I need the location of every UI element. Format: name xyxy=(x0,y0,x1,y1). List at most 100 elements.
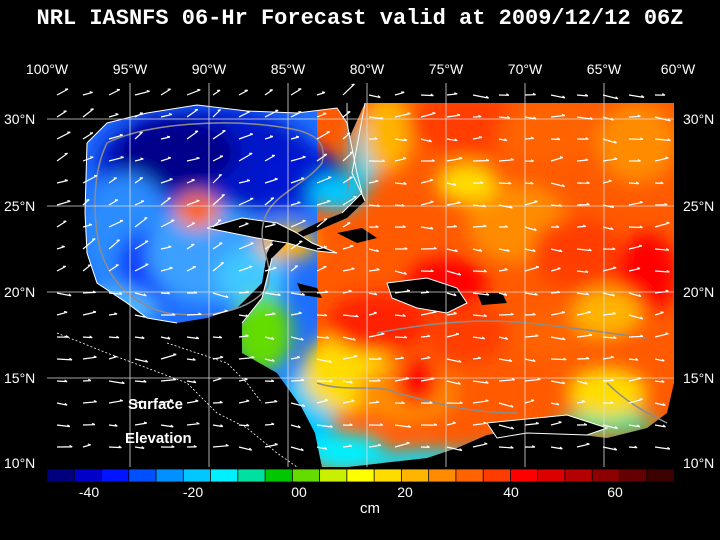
current-vector-head xyxy=(485,399,489,402)
current-vector xyxy=(134,401,145,404)
current-vector-head xyxy=(271,379,275,382)
current-vector xyxy=(316,112,327,118)
current-vector-head xyxy=(535,334,539,337)
current-vector-head xyxy=(246,179,250,182)
current-vector xyxy=(212,89,221,96)
current-vector-head xyxy=(510,158,514,161)
current-vector xyxy=(238,424,250,427)
current-vector xyxy=(212,109,222,118)
current-vector-head xyxy=(510,445,514,449)
current-vector xyxy=(212,336,222,339)
current-vector xyxy=(472,94,489,99)
current-vector-head xyxy=(329,424,333,428)
current-vector xyxy=(108,239,120,250)
lat-label-left: 15°N xyxy=(4,370,36,386)
current-vector-head xyxy=(479,248,483,252)
current-vector xyxy=(238,446,252,451)
current-vector xyxy=(134,336,145,339)
current-vector-head xyxy=(168,245,172,248)
current-vector-head xyxy=(93,400,97,403)
current-vector-head xyxy=(143,293,147,297)
current-vector xyxy=(602,204,614,209)
current-vector xyxy=(186,109,199,118)
current-vector xyxy=(628,398,643,404)
current-vector xyxy=(446,358,462,363)
current-vector xyxy=(82,108,94,118)
current-vector xyxy=(394,138,407,142)
current-vector xyxy=(290,312,302,316)
current-vector xyxy=(394,270,407,275)
current-vector-head xyxy=(354,354,358,357)
current-vector xyxy=(524,292,538,296)
current-vector-head xyxy=(452,421,456,424)
lon-label: 90°W xyxy=(191,61,227,77)
colorbar-segment xyxy=(646,469,674,482)
current-vector-head xyxy=(296,355,301,358)
current-vector-head xyxy=(351,267,355,270)
current-vector xyxy=(82,224,92,228)
current-vector xyxy=(550,156,564,162)
current-vector-head xyxy=(381,332,385,335)
current-vector-head xyxy=(323,218,328,220)
current-vector-head xyxy=(662,424,666,428)
current-vector xyxy=(108,264,119,272)
current-vector xyxy=(108,356,117,360)
current-vector xyxy=(628,358,638,361)
current-vector xyxy=(576,248,592,252)
current-vector xyxy=(654,138,671,142)
current-vector xyxy=(56,358,73,361)
current-vector-head xyxy=(588,248,592,252)
colorbar-segment xyxy=(291,469,321,482)
current-vector-head xyxy=(166,135,171,138)
current-vector-head xyxy=(586,202,590,206)
current-vector xyxy=(264,243,274,250)
current-vector-head xyxy=(92,310,97,313)
current-vector-head xyxy=(141,336,145,339)
current-vector-head xyxy=(480,181,484,184)
current-vector xyxy=(576,380,588,385)
current-vector-head xyxy=(504,292,508,296)
current-vector-head xyxy=(140,157,144,160)
current-vector xyxy=(290,424,301,429)
current-vector xyxy=(550,267,561,272)
current-vector-head xyxy=(248,447,253,451)
current-vector-head xyxy=(115,113,119,115)
current-vector xyxy=(160,246,172,250)
current-vector xyxy=(446,422,456,426)
current-vector xyxy=(446,270,461,276)
current-vector xyxy=(238,266,253,272)
current-vector xyxy=(160,197,171,206)
current-vector-head xyxy=(169,178,173,180)
current-vector-head xyxy=(506,115,511,119)
current-vector-head xyxy=(613,336,617,339)
current-vector-head xyxy=(561,310,565,313)
current-vector xyxy=(394,377,410,382)
current-vector-head xyxy=(404,335,408,339)
current-vector-head xyxy=(586,356,590,360)
current-vector xyxy=(108,177,117,184)
current-vector xyxy=(576,401,586,404)
current-vector xyxy=(316,266,327,272)
current-vector-head xyxy=(328,359,332,363)
current-vector-head xyxy=(352,337,356,341)
current-vector xyxy=(602,313,616,316)
current-vector-head xyxy=(87,443,91,446)
current-vector-head xyxy=(530,399,535,401)
current-vector xyxy=(420,201,434,206)
current-vector-head xyxy=(272,223,276,226)
current-vector-head xyxy=(427,334,431,337)
current-vector xyxy=(342,83,355,96)
colorbar-segment xyxy=(155,469,185,482)
current-vector-head xyxy=(640,316,644,320)
current-vector-head xyxy=(612,311,616,315)
current-vector xyxy=(576,225,586,228)
current-vector-head xyxy=(638,376,642,379)
lon-label: 70°W xyxy=(507,61,543,77)
current-vector-head xyxy=(509,205,513,209)
current-vector xyxy=(420,291,430,294)
current-vector-head xyxy=(86,199,90,201)
current-vector-head xyxy=(271,422,275,425)
current-vector xyxy=(498,116,510,119)
current-vector xyxy=(446,248,458,253)
current-vector xyxy=(472,357,482,360)
